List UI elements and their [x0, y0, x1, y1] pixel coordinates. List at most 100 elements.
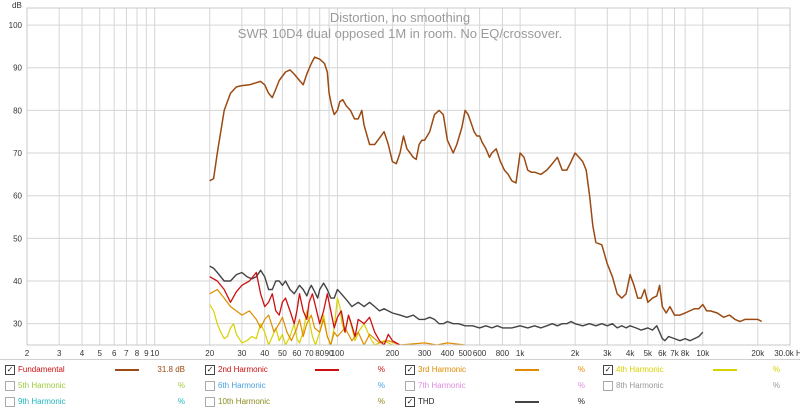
plot-area [27, 8, 790, 345]
legend-item-2nd-harmonic: ✓ 2nd Harmonic% [205, 362, 385, 378]
y-tick-label: 90 [13, 64, 22, 73]
legend-checkbox-thd[interactable]: ✓ [405, 397, 415, 407]
x-tick-label: 3 [57, 349, 62, 358]
x-tick-label: 400 [441, 349, 455, 358]
legend-value: % [577, 381, 585, 390]
x-tick-label: 50 [278, 349, 287, 358]
x-tick-label: 1k [516, 349, 525, 358]
legend-value: % [772, 365, 780, 374]
legend-value: % [177, 381, 185, 390]
legend-label: 8th Harmonic [616, 381, 664, 390]
x-tick-label: 8k [681, 349, 690, 358]
legend-swatch [115, 369, 139, 371]
y-tick-label: 100 [9, 21, 23, 30]
legend-checkbox-2nd-harmonic[interactable]: ✓ [205, 365, 215, 375]
legend-label: 3rd Harmonic [418, 365, 467, 374]
y-tick-label: 50 [13, 234, 22, 243]
legend-label: 6th Harmonic [218, 381, 266, 390]
x-tick-label: 6 [112, 349, 117, 358]
legend-label: 10th Harmonic [218, 397, 271, 406]
legend-label: 2nd Harmonic [218, 365, 268, 374]
legend-checkbox-10th-harmonic[interactable] [205, 397, 215, 407]
x-tick-label: 500 [458, 349, 472, 358]
legend-value: % [377, 365, 385, 374]
x-tick-label: 7 [124, 349, 129, 358]
x-tick-label: 20 [205, 349, 214, 358]
legend-item-3rd-harmonic: ✓ 3rd Harmonic% [405, 362, 585, 378]
legend-item-10th-harmonic: 10th Harmonic% [205, 394, 385, 410]
legend-item-4th-harmonic: ✓ 4th Harmonic% [603, 362, 780, 378]
legend-label: THD [418, 397, 435, 406]
legend-label: 5th Harmonic [18, 381, 66, 390]
legend-item-thd: ✓ THD% [405, 394, 585, 410]
x-tick-label: 20k [751, 349, 765, 358]
x-tick-label: 600 [473, 349, 487, 358]
chart-subtitle: SWR 10D4 dual opposed 1M in room. No EQ/… [238, 26, 562, 41]
legend-panel: ✓ Fundamental 31.8 dB ✓ 2nd Harmonic% ✓ 3rd Ha… [0, 359, 800, 410]
x-tick-label: 30.0k Hz [774, 349, 800, 358]
legend-checkbox-6th-harmonic[interactable] [205, 381, 215, 391]
legend-checkbox-5th-harmonic[interactable] [5, 381, 15, 391]
y-tick-label: 70 [13, 149, 22, 158]
chart-title: Distortion, no smoothing [330, 10, 470, 25]
legend-swatch [515, 401, 539, 403]
legend-swatch [315, 369, 339, 371]
x-tick-label: 5 [97, 349, 102, 358]
legend-checkbox-8th-harmonic[interactable] [603, 381, 613, 391]
x-tick-label: 9 [144, 349, 149, 358]
x-tick-label: 80 [315, 349, 324, 358]
series-line-3rd-harmonic [209, 288, 466, 345]
x-tick-label: 70 [305, 349, 314, 358]
x-tick-label: 5k [644, 349, 653, 358]
legend-checkbox-fundamental[interactable]: ✓ [5, 365, 15, 375]
legend-item-7th-harmonic: 7th Harmonic% [405, 378, 585, 394]
legend-label: 9th Harmonic [18, 397, 66, 406]
x-tick-label: 2k [571, 349, 580, 358]
legend-value: % [577, 365, 585, 374]
legend-checkbox-3rd-harmonic[interactable]: ✓ [405, 365, 415, 375]
x-tick-label: 3k [603, 349, 612, 358]
series-line-fundamental [209, 56, 763, 323]
x-tick-label: 800 [496, 349, 510, 358]
series-line-2nd-harmonic [209, 271, 401, 345]
legend-item-8th-harmonic: 8th Harmonic% [603, 378, 780, 394]
legend-swatch [515, 369, 539, 371]
legend-value: % [577, 397, 585, 406]
x-tick-label: 7k [670, 349, 679, 358]
x-tick-label: 8 [135, 349, 140, 358]
series-line-thd [209, 265, 704, 342]
y-tick-label: 30 [13, 320, 22, 329]
y-axis-unit: dB [12, 1, 22, 10]
x-tick-label: 4 [80, 349, 85, 358]
legend-value: % [772, 381, 780, 390]
x-tick-label: 100 [331, 349, 345, 358]
legend-checkbox-7th-harmonic[interactable] [405, 381, 415, 391]
plot-border [26, 7, 791, 346]
legend-label: Fundamental [18, 365, 65, 374]
x-tick-label: 90 [325, 349, 334, 358]
y-tick-label: 40 [13, 277, 22, 286]
x-tick-label: 60 [292, 349, 301, 358]
x-tick-label: 4k [626, 349, 635, 358]
legend-label: 7th Harmonic [418, 381, 466, 390]
legend-value: % [377, 397, 385, 406]
legend-value: % [377, 381, 385, 390]
x-tick-label: 30 [237, 349, 246, 358]
legend-value: 31.8 dB [157, 365, 185, 374]
x-tick-label: 200 [386, 349, 400, 358]
legend-value: % [177, 397, 185, 406]
x-tick-label: 300 [418, 349, 432, 358]
legend-item-fundamental: ✓ Fundamental 31.8 dB [5, 362, 185, 378]
y-tick-label: 60 [13, 192, 22, 201]
x-tick-label: 2 [25, 349, 30, 358]
legend-swatch [713, 369, 737, 371]
legend-item-5th-harmonic: 5th Harmonic% [5, 378, 185, 394]
x-tick-label: 10 [150, 349, 159, 358]
x-tick-label: 10k [696, 349, 710, 358]
x-tick-label: 6k [658, 349, 667, 358]
legend-checkbox-9th-harmonic[interactable] [5, 397, 15, 407]
legend-item-6th-harmonic: 6th Harmonic% [205, 378, 385, 394]
legend-checkbox-4th-harmonic[interactable]: ✓ [603, 365, 613, 375]
